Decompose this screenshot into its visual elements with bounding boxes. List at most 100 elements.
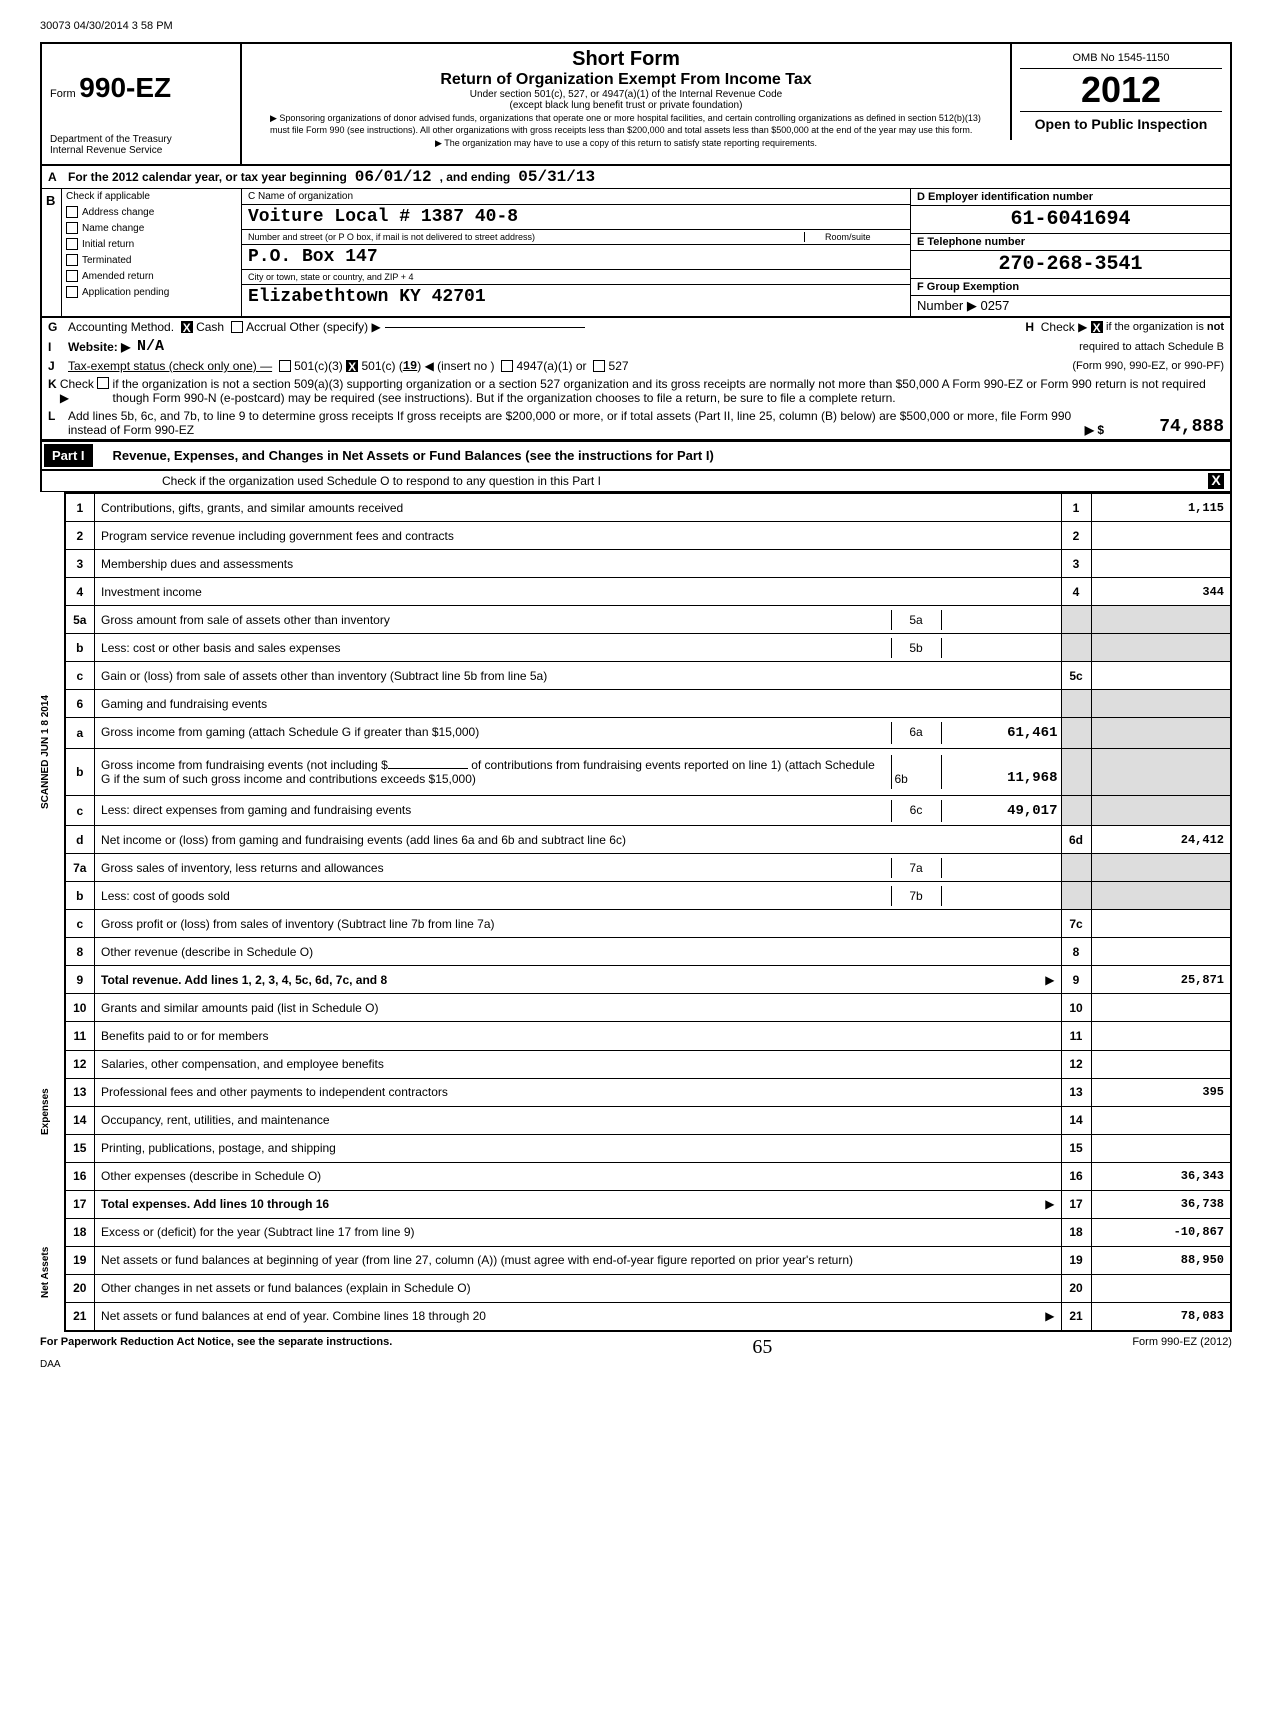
527-checkbox[interactable] bbox=[593, 360, 605, 372]
info-section: B Check if applicable Address change Nam… bbox=[40, 189, 1232, 318]
timestamp: 30073 04/30/2014 3 58 PM bbox=[40, 20, 1232, 32]
row-13-num: 13 bbox=[65, 1078, 95, 1106]
row-4-amt: 344 bbox=[1091, 578, 1231, 606]
footer-right: Form 990-EZ (2012) bbox=[1132, 1336, 1232, 1359]
terminated-checkbox[interactable] bbox=[66, 254, 78, 266]
row-3-text: Membership dues and assessments bbox=[95, 550, 1061, 578]
row-5a-ma bbox=[941, 610, 1061, 630]
row-18-text: Excess or (deficit) for the year (Subtra… bbox=[95, 1218, 1061, 1246]
f-label: F Group Exemption bbox=[911, 279, 1230, 296]
line-a-mid: , and ending bbox=[440, 170, 511, 184]
501c-checkbox[interactable]: X bbox=[346, 360, 358, 372]
row-13-amt: 395 bbox=[1091, 1078, 1231, 1106]
omb-number: OMB No 1545-1150 bbox=[1020, 52, 1222, 69]
row-13-text: Professional fees and other payments to … bbox=[95, 1078, 1061, 1106]
line-l: L Add lines 5b, 6c, and 7b, to line 9 to… bbox=[40, 407, 1232, 441]
name-change-checkbox[interactable] bbox=[66, 222, 78, 234]
initial-return-checkbox[interactable] bbox=[66, 238, 78, 250]
k-checkbox[interactable] bbox=[97, 377, 109, 389]
row-4-text: Investment income bbox=[95, 578, 1061, 606]
row-6b-box: 6b bbox=[891, 755, 941, 789]
row-7b-box: 7b bbox=[891, 886, 941, 906]
row-7c-rnum: 7c bbox=[1061, 910, 1091, 938]
cash-checkbox[interactable]: X bbox=[181, 321, 193, 333]
row-6d-text: Net income or (loss) from gaming and fun… bbox=[95, 826, 1061, 854]
row-6a-shade bbox=[1061, 718, 1091, 749]
row-14-rnum: 14 bbox=[1061, 1106, 1091, 1134]
row-5c-text: Gain or (loss) from sale of assets other… bbox=[95, 662, 1061, 690]
line-l-text: Add lines 5b, 6c, and 7b, to line 9 to d… bbox=[68, 409, 1085, 437]
row-6-shade2 bbox=[1091, 690, 1231, 718]
row-9-rnum: 9 bbox=[1061, 966, 1091, 994]
row-12-num: 12 bbox=[65, 1050, 95, 1078]
row-9-num: 9 bbox=[65, 966, 95, 994]
amended-return-label: Amended return bbox=[82, 271, 154, 282]
row-6a-text: Gross income from gaming (attach Schedul… bbox=[95, 722, 890, 744]
row-5a-num: 5a bbox=[65, 606, 95, 634]
row-16-rnum: 16 bbox=[1061, 1162, 1091, 1190]
501c-label: 501(c) ( bbox=[361, 359, 402, 373]
row-5b-shade2 bbox=[1091, 634, 1231, 662]
subtitle1: Under section 501(c), 527, or 4947(a)(1)… bbox=[250, 89, 1002, 100]
row-6c-box: 6c bbox=[891, 800, 941, 822]
501c3-checkbox[interactable] bbox=[279, 360, 291, 372]
row-5b-ma bbox=[941, 638, 1061, 658]
amended-return-checkbox[interactable] bbox=[66, 270, 78, 282]
row-20-num: 20 bbox=[65, 1274, 95, 1302]
dept-line2: Internal Revenue Service bbox=[50, 145, 232, 156]
row-6-num: 6 bbox=[65, 690, 95, 718]
row-6-text: Gaming and fundraising events bbox=[95, 690, 1061, 718]
form-header: Form 990-EZ Department of the Treasury I… bbox=[40, 42, 1232, 166]
line-a-letter: A bbox=[48, 170, 68, 184]
city-label: City or town, state or country, and ZIP … bbox=[242, 270, 910, 285]
row-19-num: 19 bbox=[65, 1246, 95, 1274]
part-1-header: Part I Revenue, Expenses, and Changes in… bbox=[40, 441, 1232, 471]
row-16-amt: 36,343 bbox=[1091, 1162, 1231, 1190]
row-1-text: Contributions, gifts, grants, and simila… bbox=[95, 493, 1061, 522]
row-17-text: Total expenses. Add lines 10 through 16 bbox=[101, 1197, 329, 1211]
row-6b-num: b bbox=[65, 748, 95, 795]
row-6d-amt: 24,412 bbox=[1091, 826, 1231, 854]
row-2-rnum: 2 bbox=[1061, 522, 1091, 550]
initial-return-label: Initial return bbox=[82, 239, 134, 250]
address-change-checkbox[interactable] bbox=[66, 206, 78, 218]
row-9-amt: 25,871 bbox=[1091, 966, 1231, 994]
f-number: Number ▶ 0257 bbox=[917, 298, 1009, 313]
line-g-label: Accounting Method. bbox=[68, 320, 174, 334]
line-a: A For the 2012 calendar year, or tax yea… bbox=[40, 166, 1232, 189]
short-form-title: Short Form bbox=[250, 48, 1002, 71]
h-checkbox[interactable]: X bbox=[1091, 321, 1103, 333]
dept-line1: Department of the Treasury bbox=[50, 134, 232, 145]
row-12-rnum: 12 bbox=[1061, 1050, 1091, 1078]
4947-checkbox[interactable] bbox=[501, 360, 513, 372]
org-city: Elizabethtown KY 42701 bbox=[248, 287, 486, 307]
insert-no: 19 bbox=[403, 359, 417, 373]
row-12-text: Salaries, other compensation, and employ… bbox=[95, 1050, 1061, 1078]
row-9-text: Total revenue. Add lines 1, 2, 3, 4, 5c,… bbox=[101, 973, 387, 987]
form-prefix: Form bbox=[50, 88, 76, 100]
row-8-num: 8 bbox=[65, 938, 95, 966]
row-11-num: 11 bbox=[65, 1022, 95, 1050]
application-pending-checkbox[interactable] bbox=[66, 286, 78, 298]
row-11-text: Benefits paid to or for members bbox=[95, 1022, 1061, 1050]
501c-suffix: ) ◀ (insert no ) bbox=[417, 359, 494, 373]
line-h-label: Check ▶ bbox=[1041, 320, 1088, 334]
row-7b-ma bbox=[941, 886, 1061, 906]
row-17-rnum: 17 bbox=[1061, 1190, 1091, 1218]
row-2-text: Program service revenue including govern… bbox=[95, 522, 1061, 550]
row-6c-shade2 bbox=[1091, 795, 1231, 826]
row-17-amt: 36,738 bbox=[1091, 1190, 1231, 1218]
row-19-rnum: 19 bbox=[1061, 1246, 1091, 1274]
note2: ▶ The organization may have to use a cop… bbox=[250, 138, 1002, 150]
accrual-checkbox[interactable] bbox=[231, 321, 243, 333]
schedule-o-checkbox[interactable]: X bbox=[1208, 473, 1224, 489]
row-17-num: 17 bbox=[65, 1190, 95, 1218]
org-name: Voiture Local # 1387 40-8 bbox=[248, 207, 518, 227]
cash-label: Cash bbox=[196, 320, 224, 334]
name-column: C Name of organization Voiture Local # 1… bbox=[242, 189, 910, 316]
row-21-amt: 78,083 bbox=[1091, 1302, 1231, 1331]
d-label: D Employer identification number bbox=[911, 189, 1230, 206]
title-box: Short Form Return of Organization Exempt… bbox=[242, 44, 1010, 154]
addr-label: Number and street (or P O box, if mail i… bbox=[248, 232, 804, 242]
527-label: 527 bbox=[609, 359, 629, 373]
